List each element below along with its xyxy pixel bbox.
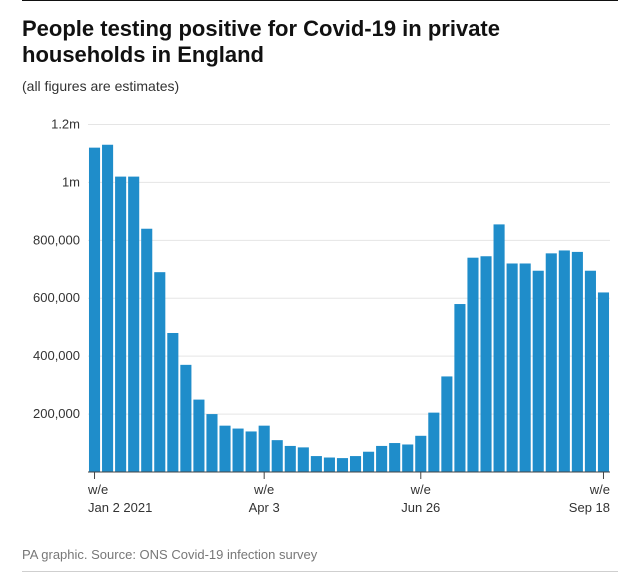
bar bbox=[285, 446, 296, 472]
bar bbox=[480, 256, 491, 472]
x-tick-label-line1: w/e bbox=[87, 482, 108, 497]
y-tick-label: 600,000 bbox=[33, 290, 80, 305]
source-line: PA graphic. Source: ONS Covid-19 infecti… bbox=[22, 547, 317, 562]
bar bbox=[350, 456, 361, 472]
bar bbox=[572, 252, 583, 472]
chart-area: 200,000 400,000 600,000 800,000 1m 1.2m w/e Jan… bbox=[22, 100, 618, 524]
bar bbox=[494, 224, 505, 472]
bar bbox=[415, 436, 426, 472]
chart-subtitle: (all figures are estimates) bbox=[22, 78, 179, 94]
bar bbox=[141, 229, 152, 472]
y-tick-label: 400,000 bbox=[33, 348, 80, 363]
y-tick-label: 200,000 bbox=[33, 406, 80, 421]
chart-title: People testing positive for Covid-19 in … bbox=[22, 16, 618, 68]
bar bbox=[441, 376, 452, 472]
y-tick-label: 1.2m bbox=[51, 116, 80, 131]
bar bbox=[233, 429, 244, 472]
bar bbox=[559, 250, 570, 472]
bar bbox=[546, 253, 557, 472]
bar bbox=[167, 333, 178, 472]
bar bbox=[363, 452, 374, 472]
bar bbox=[102, 145, 113, 472]
bar-chart-svg: 200,000 400,000 600,000 800,000 1m 1.2m w/e Jan… bbox=[22, 100, 618, 524]
bar bbox=[298, 447, 309, 472]
bar bbox=[246, 431, 257, 472]
bar bbox=[128, 177, 139, 472]
x-tick-label-line1: w/e bbox=[410, 482, 431, 497]
x-tick-label-line2: Sep 18 bbox=[569, 500, 610, 515]
bar bbox=[311, 456, 322, 472]
x-tick-label-line2: Jun 26 bbox=[401, 500, 440, 515]
y-tick-label: 800,000 bbox=[33, 232, 80, 247]
bar bbox=[520, 263, 531, 472]
rule-top bbox=[22, 0, 618, 1]
bar bbox=[376, 446, 387, 472]
x-tick-label-line1: w/e bbox=[589, 482, 610, 497]
bar bbox=[337, 458, 348, 472]
bar bbox=[180, 365, 191, 472]
bar bbox=[585, 271, 596, 472]
bar bbox=[324, 458, 335, 472]
bar bbox=[193, 400, 204, 472]
bar bbox=[402, 444, 413, 472]
bar bbox=[154, 272, 165, 472]
bar bbox=[428, 413, 439, 472]
bar bbox=[259, 426, 270, 472]
bar bbox=[272, 440, 283, 472]
rule-bottom bbox=[22, 571, 618, 572]
x-tick-label-line2: Jan 2 2021 bbox=[88, 500, 152, 515]
bar bbox=[507, 263, 518, 472]
bar bbox=[206, 414, 217, 472]
x-tick-label-line1: w/e bbox=[253, 482, 274, 497]
x-tick-label-line2: Apr 3 bbox=[249, 500, 280, 515]
bar bbox=[219, 426, 230, 472]
bar bbox=[115, 177, 126, 472]
bar bbox=[533, 271, 544, 472]
bar bbox=[89, 148, 100, 472]
chart-card: People testing positive for Covid-19 in … bbox=[0, 0, 640, 582]
bar bbox=[454, 304, 465, 472]
bar bbox=[389, 443, 400, 472]
bar bbox=[598, 292, 609, 472]
y-tick-label: 1m bbox=[62, 174, 80, 189]
bar bbox=[467, 258, 478, 472]
